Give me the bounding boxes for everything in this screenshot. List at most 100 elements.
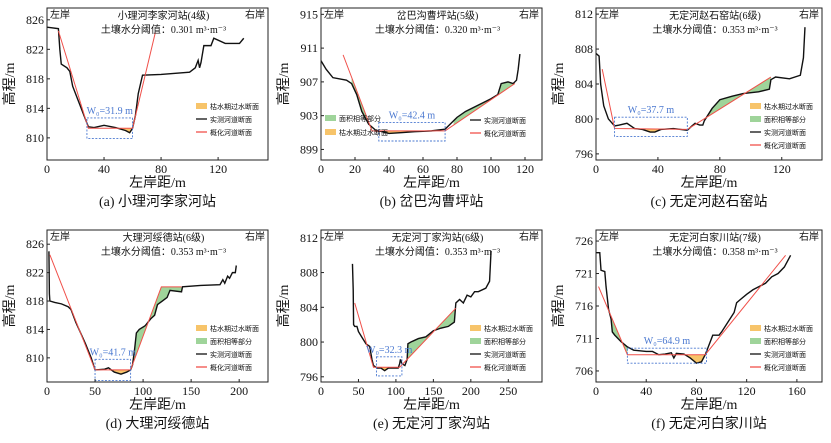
legend-item-dry: 枯水期过水断面 <box>750 324 813 333</box>
legend-swatch-dry <box>196 103 207 109</box>
threshold-text: 土壤水分阈值：0.301 m³·m⁻³ <box>101 23 226 36</box>
x-tick-label: 20 <box>349 162 361 176</box>
legend-item-equal: 面积相等部分 <box>325 114 381 123</box>
legend-swatch-equal <box>325 115 336 121</box>
x-tick-label: 40 <box>98 162 110 176</box>
station-title: 无定河丁家沟站(6级) <box>392 231 484 244</box>
left-bank-label: 左岸 <box>50 230 70 243</box>
y-axis-label: 高程/m <box>275 63 292 106</box>
legend-item-measured: 实测河道断面 <box>196 115 252 124</box>
legend-item-measured: 实测河道断面 <box>750 128 806 137</box>
x-tick-label: 50 <box>352 384 364 398</box>
legend-item-equal: 面积相等部分 <box>750 337 806 346</box>
y-tick-label: 826 <box>26 13 44 27</box>
w0-box <box>614 116 688 137</box>
right-bank-label: 右岸 <box>799 230 819 243</box>
threshold-label: 土壤水分阈值： <box>652 23 722 36</box>
legend-item-equal: 面积相等部分 <box>470 337 526 346</box>
legend-item-dry: 枯水期过水断面 <box>470 324 533 333</box>
legend-label: 概化河道断面 <box>210 363 252 372</box>
generalized-profile-line <box>354 302 457 368</box>
measured-profile-line <box>596 27 806 133</box>
equal-area-region <box>407 302 456 360</box>
generalized-profile-line <box>342 54 516 132</box>
x-tick-label: 80 <box>690 384 702 398</box>
x-tick-label: 40 <box>383 162 395 176</box>
legend-label: 实测河道断面 <box>764 350 806 359</box>
panel-caption: (b) 岔巴沟曹坪站 <box>380 194 484 210</box>
y-tick-label: 804 <box>575 77 593 91</box>
threshold-label: 土壤水分阈值： <box>101 245 171 258</box>
y-tick-label: 810 <box>26 131 44 145</box>
y-tick-label: 812 <box>575 7 593 21</box>
threshold-text: 土壤水分阈值：0.358 m³·m⁻³ <box>652 245 777 258</box>
panel-caption: (c) 无定河赵石窑站 <box>650 193 767 210</box>
panel-e: W₀=32.3 m 0 50 100 150 200 250 796 800 804 808 812 左… <box>275 229 543 432</box>
y-tick-label: 822 <box>26 266 44 280</box>
legend-label: 枯水期过水断面 <box>210 102 259 111</box>
y-axis-label: 高程/m <box>1 63 18 106</box>
legend-label: 实测河道断面 <box>764 128 806 137</box>
threshold-text: 土壤水分阈值：0.353 m³·m⁻³ <box>652 23 777 36</box>
x-tick-label: 120 <box>209 162 227 176</box>
legend-label: 面积相等部分 <box>764 115 806 124</box>
y-tick-label: 818 <box>26 72 44 86</box>
x-tick-label: 0 <box>318 162 324 176</box>
legend-swatch-dry <box>196 325 207 331</box>
legend-item-generalized: 概化河道断面 <box>196 363 252 372</box>
plot-area <box>48 251 237 382</box>
threshold-label: 土壤水分阈值： <box>375 245 445 258</box>
station-title: 无定河赵石窑站(6级) <box>669 9 761 22</box>
dry-season-section <box>106 128 133 133</box>
w0-box <box>94 358 132 382</box>
station-title: 无定河白家川站(7级) <box>669 231 761 244</box>
w0-label: W₀=42.4 m <box>389 110 436 121</box>
y-tick-label: 796 <box>575 147 593 161</box>
dry-season-section <box>678 354 707 364</box>
y-tick-label: 810 <box>26 351 44 365</box>
panel-d: W₀=41.7 m 0 50 100 150 200 810 814 818 822 826 左岸 右岸… <box>1 229 269 432</box>
w0-box <box>86 117 133 140</box>
w0-label: W₀=37.7 m <box>628 105 675 116</box>
y-tick-label: 711 <box>575 331 593 345</box>
threshold-value: 0.353 m³·m⁻³ <box>722 25 777 36</box>
threshold-value: 0.301 m³·m⁻³ <box>171 25 226 36</box>
threshold-label: 土壤水分阈值： <box>652 245 722 258</box>
measured-profile-line <box>596 252 792 364</box>
y-tick-label: 899 <box>300 142 318 156</box>
plot-area <box>596 27 806 137</box>
left-bank-label: 左岸 <box>324 230 344 243</box>
axes-frame <box>46 7 269 161</box>
y-tick-label: 716 <box>575 299 593 313</box>
x-axis-label: 左岸距/m <box>681 175 738 191</box>
legend-swatch-dry <box>325 129 336 135</box>
x-tick-label: 100 <box>482 162 500 176</box>
x-tick-label: 40 <box>652 162 664 176</box>
legend-label: 实测河道断面 <box>210 115 252 124</box>
plot-area <box>321 53 521 142</box>
x-axis-label: 左岸距/m <box>129 397 186 413</box>
y-tick-label: 706 <box>575 364 593 378</box>
legend-item-dry: 枯水期过水断面 <box>325 128 388 137</box>
y-tick-label: 721 <box>575 267 593 281</box>
x-tick-label: 250 <box>499 384 517 398</box>
w0-label: W₀=64.9 m <box>644 336 691 347</box>
left-bank-label: 左岸 <box>50 8 70 21</box>
legend-item-measured: 实测河道断面 <box>196 350 252 359</box>
y-tick-label: 812 <box>300 231 318 245</box>
legend-swatch-equal <box>750 338 761 344</box>
threshold-label: 土壤水分阈值： <box>375 23 445 36</box>
threshold-value: 0.353 m³·m⁻³ <box>445 247 500 258</box>
legend-item-measured: 实测河道断面 <box>750 350 806 359</box>
legend-item-equal: 面积相等部分 <box>750 115 806 124</box>
panel-a: W₀=31.9 m 0 40 80 120 810 814 818 822 826 左岸 右岸 小理河李… <box>1 7 269 210</box>
x-tick-label: 0 <box>593 384 599 398</box>
x-tick-label: 60 <box>417 162 429 176</box>
y-tick-label: 796 <box>300 370 318 384</box>
legend-swatch-dry <box>470 325 481 331</box>
x-tick-label: 100 <box>387 384 405 398</box>
y-tick-label: 804 <box>300 300 318 314</box>
x-tick-label: 120 <box>738 384 756 398</box>
axes-frame <box>320 229 543 383</box>
right-bank-label: 右岸 <box>799 8 819 21</box>
